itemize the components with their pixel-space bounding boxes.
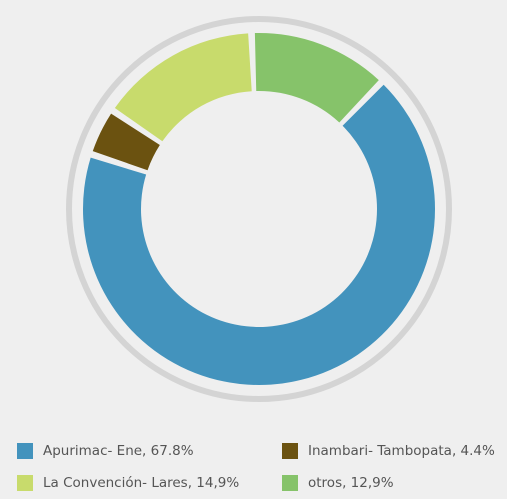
legend-item-otros: otros, 12,9% xyxy=(282,475,394,491)
chart-legend: Apurimac- Ene, 67.8% Inambari- Tambopata… xyxy=(17,443,507,499)
legend-label-inambari-tambopata: Inambari- Tambopata, 4.4% xyxy=(308,443,495,459)
outer-ring xyxy=(66,16,452,402)
legend-item-la-convencion-lares: La Convención- Lares, 14,9% xyxy=(17,475,239,491)
legend-label-la-convencion-lares: La Convención- Lares, 14,9% xyxy=(43,475,240,491)
legend-item-inambari-tambopata: Inambari- Tambopata, 4.4% xyxy=(282,443,495,459)
legend-label-otros: otros, 12,9% xyxy=(308,475,394,491)
donut-slice-inambari-tambopata xyxy=(92,113,160,171)
donut-chart-svg xyxy=(66,16,452,402)
legend-swatch-inambari-tambopata xyxy=(282,443,298,459)
legend-swatch-la-convencion-lares xyxy=(17,475,33,491)
donut-slice-la-convencion-lares xyxy=(114,33,252,142)
legend-label-apurimac-ene: Apurimac- Ene, 67.8% xyxy=(43,443,194,459)
legend-item-apurimac-ene: Apurimac- Ene, 67.8% xyxy=(17,443,194,459)
donut-slice-apurimac-ene xyxy=(83,84,435,385)
legend-swatch-apurimac-ene xyxy=(17,443,33,459)
donut-slice-otros xyxy=(254,33,379,123)
legend-swatch-otros xyxy=(282,475,298,491)
